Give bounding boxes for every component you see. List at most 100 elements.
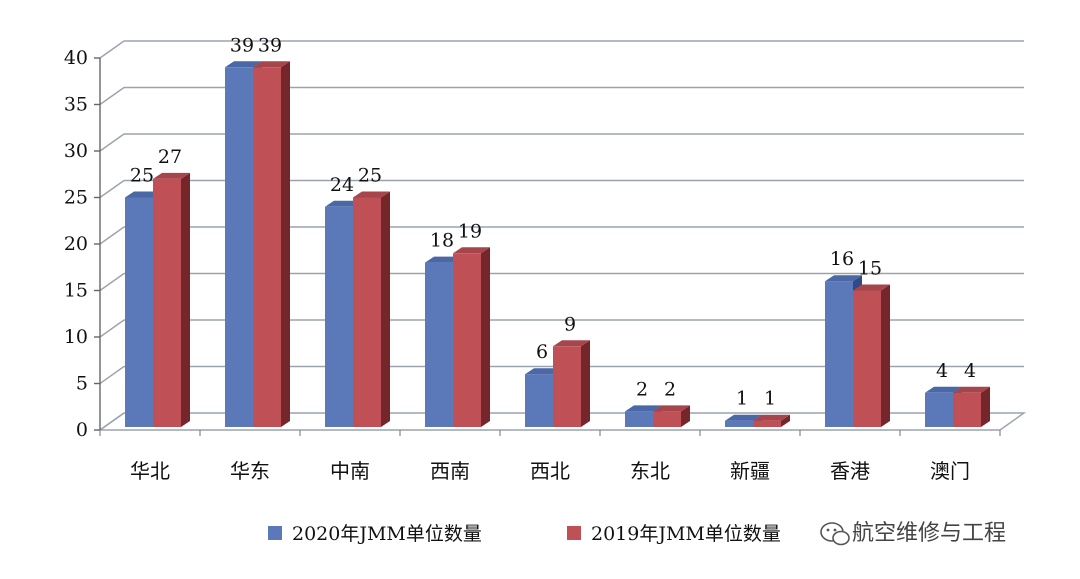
bar-front <box>425 262 453 427</box>
bar-front <box>253 67 281 428</box>
bar-front <box>853 290 881 427</box>
bar-top <box>725 414 762 421</box>
bar-top <box>553 340 590 347</box>
wechat-icon <box>820 522 850 546</box>
bar-side <box>481 247 490 427</box>
bar-top <box>225 61 262 68</box>
bar-top <box>153 172 190 179</box>
bar-side <box>381 191 390 427</box>
bar-top <box>925 386 962 393</box>
bar <box>153 172 190 427</box>
y-tick-label: 20 <box>64 233 88 255</box>
bar-top <box>653 405 690 412</box>
x-tick-labels: 华北 华东 中南 西南 西北 东北 新疆 香港 澳门 <box>130 459 970 483</box>
bar-top <box>125 191 162 198</box>
gridline-side <box>99 365 125 385</box>
legend: 2020年JMM单位数量 2019年JMM单位数量 <box>268 523 781 545</box>
x-tick-label: 澳门 <box>930 459 970 483</box>
bar <box>953 386 990 427</box>
data-label: 2 <box>636 378 648 400</box>
bar-top <box>853 284 890 291</box>
bar-front <box>753 420 781 427</box>
bar-front <box>153 178 181 427</box>
bar <box>453 247 490 427</box>
gridline-side <box>99 86 125 106</box>
gridline-side <box>99 179 125 199</box>
bar-top <box>253 61 290 68</box>
data-label: 15 <box>858 258 882 280</box>
bar-front <box>925 392 953 427</box>
bar-front <box>225 67 253 428</box>
gridline-side <box>99 226 125 245</box>
bar-side <box>681 405 690 427</box>
data-label: 39 <box>230 34 254 56</box>
bar-front <box>725 420 753 427</box>
bar-top <box>325 200 362 207</box>
bar-top <box>825 275 862 282</box>
x-tick-label: 新疆 <box>730 459 770 483</box>
y-tick-label: 15 <box>64 280 88 302</box>
gridline-side <box>99 412 125 431</box>
x-tick-label: 华北 <box>130 459 170 483</box>
data-label: 4 <box>964 360 976 382</box>
bar-front <box>625 411 653 427</box>
data-label: 4 <box>936 360 948 382</box>
bar <box>553 340 590 427</box>
data-label: 19 <box>458 220 482 242</box>
gridline-side <box>99 133 125 152</box>
y-tick-label: 0 <box>76 419 88 441</box>
y-axis <box>94 57 1001 436</box>
bar-top <box>953 386 990 393</box>
bar-front <box>525 374 553 427</box>
bar-front <box>953 392 981 427</box>
bar <box>353 191 390 427</box>
x-tick-label: 华东 <box>230 459 270 483</box>
gridline-side <box>99 319 125 338</box>
bar-top <box>353 191 390 198</box>
y-tick-label: 40 <box>64 47 88 69</box>
legend-label-2020: 2020年JMM单位数量 <box>292 523 482 545</box>
bar-front <box>653 411 681 427</box>
data-label: 1 <box>764 388 776 410</box>
data-label: 1 <box>736 388 748 410</box>
x-tick-label: 东北 <box>630 459 670 483</box>
data-label: 18 <box>430 230 454 252</box>
bar-top <box>525 368 562 375</box>
bar-top <box>625 405 662 412</box>
watermark-text: 航空维修与工程 <box>852 521 1006 546</box>
bar-front <box>553 346 581 427</box>
bar-side <box>981 386 990 427</box>
bar-top <box>753 414 790 421</box>
data-label: 6 <box>536 341 548 363</box>
x-tick-label: 西北 <box>530 459 570 483</box>
y-tick-label: 10 <box>64 326 88 348</box>
bar <box>853 284 890 427</box>
bar-side <box>781 414 790 427</box>
y-tick-label: 25 <box>64 187 88 209</box>
gridline-side <box>99 272 125 292</box>
x-tick-label: 中南 <box>330 459 370 483</box>
bar-side <box>581 340 590 427</box>
bar-side <box>281 61 290 428</box>
bar-top <box>453 247 490 254</box>
data-label: 9 <box>564 313 576 335</box>
x-tick-label: 香港 <box>830 459 870 483</box>
data-label: 25 <box>130 165 154 187</box>
bar <box>753 414 790 427</box>
data-label: 16 <box>830 248 854 270</box>
data-label: 24 <box>330 174 354 196</box>
bar-front <box>453 253 481 427</box>
bar-front <box>125 197 153 427</box>
legend-swatch-2019 <box>567 526 581 540</box>
bars <box>125 61 990 428</box>
y-tick-label: 30 <box>64 140 88 162</box>
y-tick-labels: 0 5 10 15 20 25 30 35 40 <box>64 47 88 441</box>
bar-side <box>881 284 890 427</box>
bar-front <box>825 281 853 427</box>
gridline-side <box>99 40 125 59</box>
bar-top <box>425 256 462 263</box>
x-tick-label: 西南 <box>430 459 470 483</box>
watermark: 航空维修与工程 <box>820 521 1006 546</box>
